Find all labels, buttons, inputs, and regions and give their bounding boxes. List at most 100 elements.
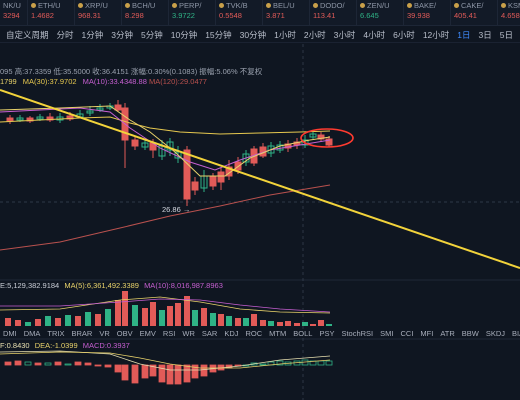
timeframe-option[interactable]: 自定义周期 [6,29,49,40]
ticker-item[interactable]: BEL/U 3.871 [263,0,310,25]
indicator-tab[interactable]: KDJ [224,328,239,338]
macd-bar [259,363,267,366]
candle-body [86,110,94,114]
volume-bar [55,318,61,326]
macd-bar [121,364,129,381]
ticker-item[interactable]: KSM/L4.6586 [498,0,520,25]
ticker-strip: NK/U 3294 ETH/U 1.4682 XRP/U 968.31 BCH/U 8.298… [0,0,520,26]
indicator-tab[interactable]: BOLL [293,328,313,338]
indicator-tab[interactable]: BIAS [512,328,520,338]
volume-bar [260,320,266,326]
ticker-item[interactable]: BCH/U 8.298 [122,0,169,25]
volume-bar [175,303,181,326]
volume-bar [35,319,41,326]
timeframe-option[interactable]: 30分钟 [239,29,267,40]
low-price-label: 26.86 → [162,205,190,214]
ticker-item[interactable]: ETH/U 1.4682 [28,0,75,25]
indicator-tab[interactable]: ATR [440,328,455,338]
indicator-tab[interactable]: MFI [420,328,434,338]
indicator-tab[interactable]: BBW [461,328,479,338]
volume-bar [192,310,198,326]
volume-bar [210,313,216,326]
timeframe-option[interactable]: 2小时 [303,29,326,40]
ticker-item[interactable]: TVK/B 0.5548 [216,0,263,25]
indicator-tab[interactable]: ROC [245,328,263,338]
timeframe-option[interactable]: 6小时 [393,29,415,40]
ticker-price: 4.6586 [501,11,520,20]
macd-bar [317,360,325,366]
indicator-tab[interactable]: SMI [380,328,394,338]
ma10b-value: 48.88 [128,77,147,86]
volume-bar [85,312,91,326]
candle-body [234,161,242,171]
candle-body [141,142,149,148]
coin-icon [78,3,83,8]
indicator-tab[interactable]: WR [182,328,195,338]
indicator-tab[interactable]: MTM [269,328,287,338]
candle-body [36,116,44,120]
indicator-tab[interactable]: EMV [139,328,156,338]
indicator-tab[interactable]: CCI [400,328,414,338]
coin-icon [125,3,130,8]
indicator-tab[interactable]: RSI [162,328,176,338]
indicator-tab[interactable]: SAR [201,328,218,338]
timeframe-option[interactable]: 4小时 [363,29,386,40]
volume-bar [302,322,308,326]
ticker-item[interactable]: CAKE/405.41 [451,0,498,25]
timeframe-option[interactable]: 3日 [478,29,492,40]
timeframe-option[interactable]: 5日 [499,29,513,40]
indicator-tab[interactable]: TRIX [47,328,65,338]
ticker-symbol: TVK/B [219,1,259,10]
timeframe-option[interactable]: 3小时 [333,29,356,40]
coin-icon [219,3,224,8]
indicator-tab[interactable]: StochRSI [341,328,374,338]
indicator-tab[interactable]: DMI [3,328,17,338]
ticker-item[interactable]: ZEN/U 6.645 [357,0,404,25]
coin-icon [31,3,36,8]
ticker-symbol: KSM/L [501,1,520,10]
ticker-item[interactable]: XRP/U 968.31 [75,0,122,25]
volume-value: E:5,129,382.9184 [0,281,60,290]
ticker-price: 39.938 [407,11,430,20]
candle-body [209,175,217,187]
coin-icon [454,3,459,8]
volume-bar [318,320,324,326]
indicator-tab[interactable]: BRAR [71,328,93,338]
indicator-tab[interactable]: OBV [116,328,133,338]
timeframe-option[interactable]: 5分钟 [141,29,163,40]
volume-bar [184,296,190,326]
ma10-line [0,107,331,171]
timeframe-option[interactable]: 12小时 [422,29,450,40]
volume-bar [251,314,257,326]
trendline [0,89,520,269]
timeframe-option[interactable]: 10分钟 [170,29,198,40]
ticker-item[interactable]: BAKE/39.938 [404,0,451,25]
indicator-tab[interactable]: PSY [319,328,335,338]
indicator-tab[interactable]: SKDJ [485,328,506,338]
macd-bar [131,364,139,384]
indicator-tabs: DMI DMA TRIX BRAR VR OBV EMV RSI WR SAR KDJ ROC MTM B… [0,327,520,339]
coin-icon [360,3,365,8]
ticker-item[interactable]: PERP/3.9722 [169,0,216,25]
indicator-tab[interactable]: VR [99,328,110,338]
timeframe-option[interactable]: 15分钟 [205,29,232,40]
macd-dea-line [0,351,331,369]
macd-bar [141,364,149,379]
candle-body [114,104,122,111]
timeframe-option[interactable]: 1分钟 [81,29,104,40]
macd-bar [276,360,284,366]
ticker-item[interactable]: NK/U 3294 [0,0,28,25]
timeframe-option[interactable]: 1小时 [274,29,296,40]
macd-bar [166,364,174,385]
timeframe-option[interactable]: 3分钟 [111,29,133,40]
volume-bar [167,306,173,326]
candle-body [301,139,309,146]
candle-body [191,181,199,191]
timeframe-option[interactable]: 分时 [56,29,74,40]
indicator-tab[interactable]: DMA [23,328,41,338]
ticker-item[interactable]: DODO/113.41 [310,0,357,25]
ticker-symbol: ETH/U [31,1,71,10]
ticker-symbol: NK/U [3,1,21,10]
timeframe-option[interactable]: 1日 [457,29,471,40]
